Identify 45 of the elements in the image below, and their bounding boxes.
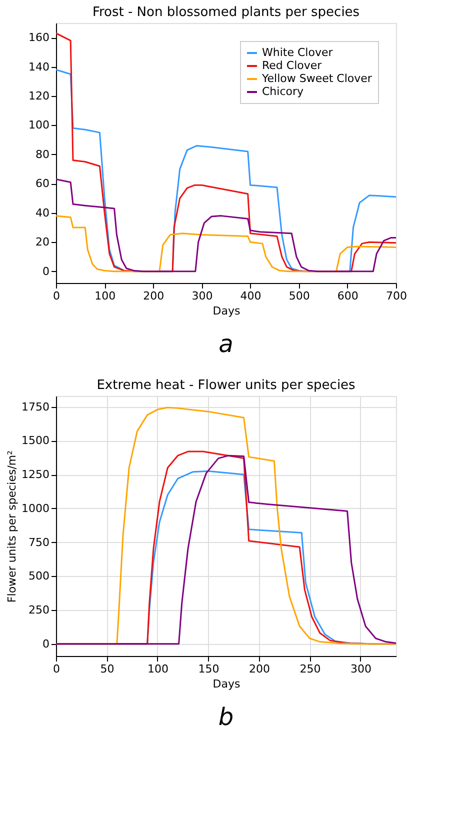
x-tick-label: 600	[337, 290, 358, 302]
x-tick-label: 200	[143, 290, 164, 302]
line-series	[56, 178, 396, 272]
y-axis-title: Flower units per species/m²	[6, 450, 19, 603]
x-tick-label: 150	[198, 662, 220, 676]
y-tick-label: 1750	[22, 400, 50, 414]
y-tick-label: 1000	[22, 502, 50, 515]
legend-label: White Clover	[262, 46, 334, 59]
legend-label: Chicory	[262, 85, 304, 98]
y-tick-label: 750	[28, 536, 50, 549]
chart-title: Extreme heat - Flower units per species	[96, 378, 356, 393]
y-tick-label: 250	[28, 603, 50, 616]
x-tick-label: 300	[350, 662, 372, 676]
y-tick-label: 20	[36, 236, 50, 249]
chart-title: Frost - Non blossomed plants per species	[92, 5, 360, 20]
x-tick-label: 400	[240, 290, 262, 302]
y-tick-label: 160	[28, 31, 50, 44]
y-tick-label: 0	[42, 637, 50, 650]
x-tick-label: 100	[147, 662, 168, 676]
line-series	[56, 215, 396, 272]
x-tick-label: 50	[100, 662, 114, 676]
text: b	[218, 703, 234, 731]
text: a	[218, 330, 234, 358]
y-tick-label: 100	[28, 118, 50, 132]
y-tick-label: 80	[36, 148, 50, 161]
legend-label: Yellow Sweet Clover	[261, 72, 372, 85]
y-tick-label: 1250	[22, 468, 50, 482]
x-tick-label: 500	[288, 290, 310, 302]
y-tick-label: 60	[36, 177, 50, 190]
x-tick-label: 250	[300, 662, 321, 676]
x-axis-title: Days	[212, 678, 240, 690]
x-tick-label: 300	[192, 290, 213, 302]
y-tick-label: 0	[42, 264, 50, 278]
legend-label: Red Clover	[262, 59, 322, 72]
x-tick-label: 0	[53, 662, 60, 676]
x-axis-title: Days	[212, 304, 240, 318]
y-tick-label: 40	[36, 206, 50, 220]
x-tick-label: 0	[53, 290, 60, 302]
y-tick-label: 120	[28, 90, 50, 103]
x-tick-label: 100	[94, 290, 116, 302]
y-tick-label: 1500	[22, 434, 50, 448]
y-tick-label: 140	[28, 60, 50, 74]
x-tick-label: 700	[386, 290, 407, 302]
y-tick-label: 500	[28, 570, 50, 583]
x-tick-label: 200	[248, 662, 270, 676]
